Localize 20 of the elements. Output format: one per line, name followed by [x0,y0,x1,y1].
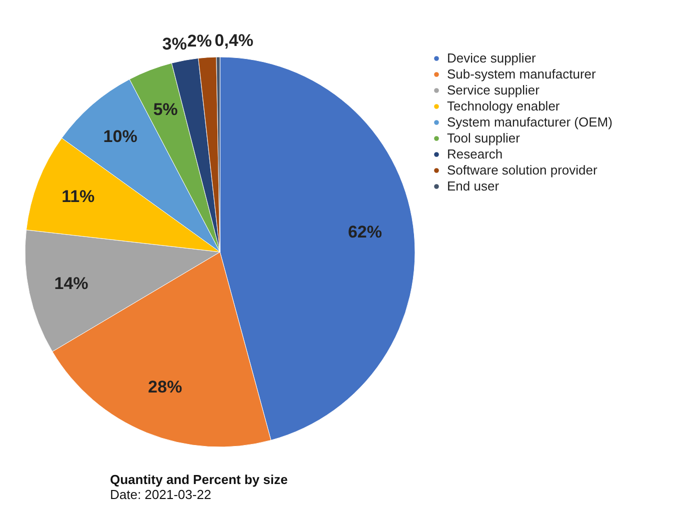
data-label: 11% [62,187,95,206]
data-label: 28% [148,378,182,397]
data-label: 62% [348,222,382,242]
legend-label: Software solution provider [447,162,598,178]
legend-label: Sub-system manufacturer [447,66,597,82]
legend-label: Device supplier [447,50,537,66]
data-label: 5% [153,100,178,120]
legend-label: Tool supplier [447,130,521,146]
data-label: 0,4% [214,31,254,50]
legend-label: Service supplier [447,82,540,98]
data-label: 14% [54,274,88,293]
text: Quantity and Percent by size [110,472,288,487]
legend-label: End user [447,178,500,194]
data-label: 10% [103,127,138,146]
data-label: 3% [162,34,187,54]
legend-label: Research [447,146,503,162]
legend-label: Technology enabler [447,98,560,114]
text: Date: 2021-03-22 [110,487,212,502]
legend-label: System manufacturer (OEM) [447,114,612,130]
data-label: 2% [187,31,212,50]
